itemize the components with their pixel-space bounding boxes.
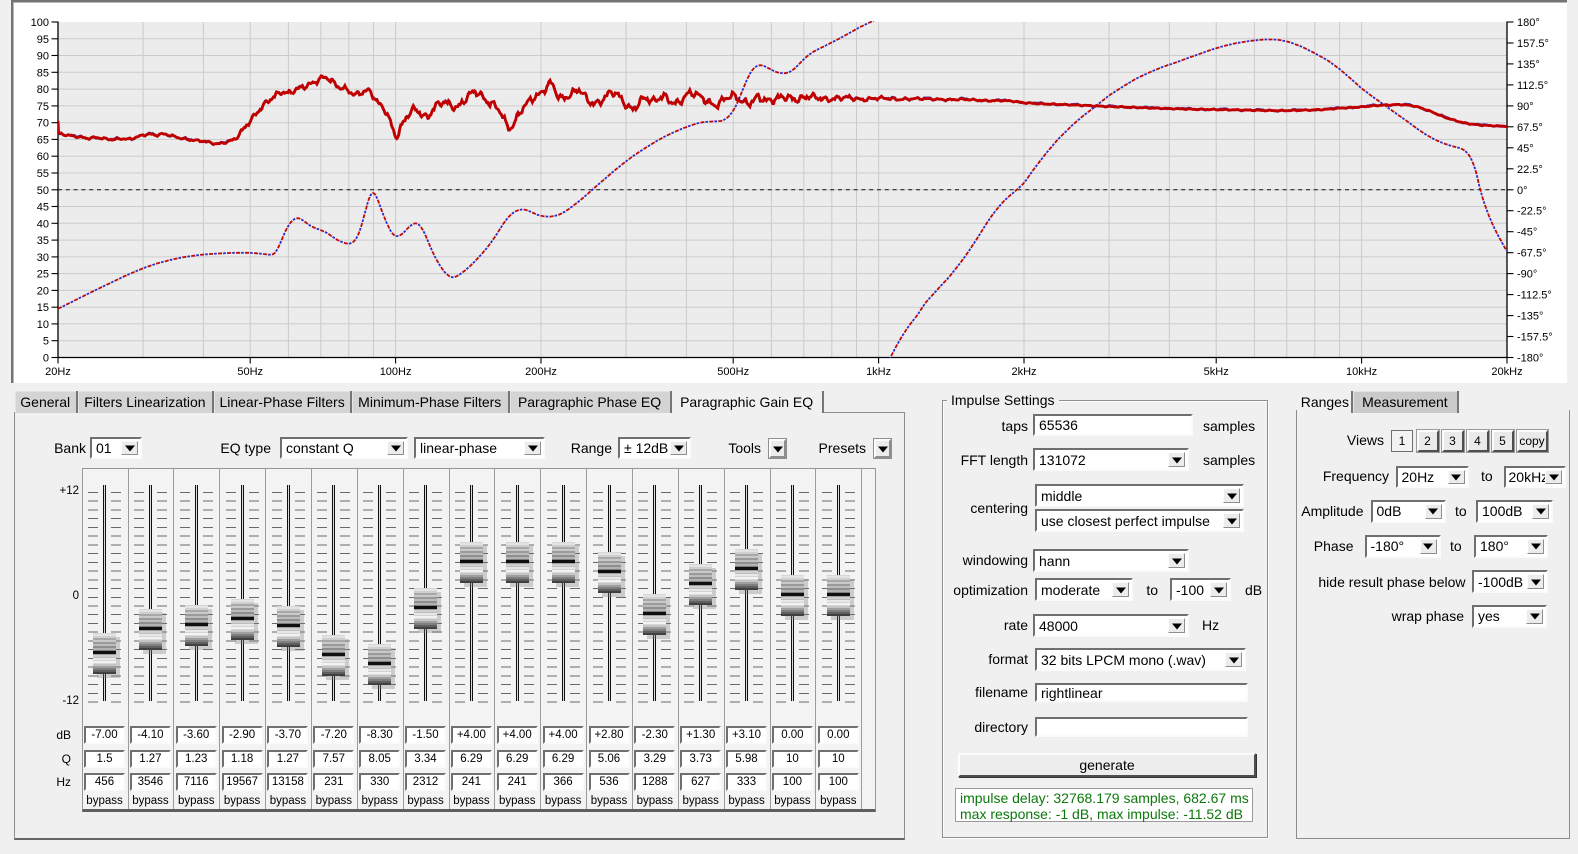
svg-text:-22.5°: -22.5° [1517,206,1546,218]
svg-text:35: 35 [37,235,49,247]
svg-text:15: 15 [37,302,49,314]
svg-text:112.5°: 112.5° [1517,80,1548,92]
svg-text:20kHz: 20kHz [1491,366,1522,378]
svg-text:200Hz: 200Hz [525,366,557,378]
svg-text:-45°: -45° [1517,227,1537,239]
svg-text:65: 65 [37,134,49,146]
svg-text:20Hz: 20Hz [45,366,71,378]
svg-text:45: 45 [37,202,49,214]
svg-text:30: 30 [37,252,49,264]
svg-text:10: 10 [37,319,49,331]
svg-text:5: 5 [43,336,49,348]
svg-text:67.5°: 67.5° [1517,122,1543,134]
svg-text:22.5°: 22.5° [1517,164,1543,176]
svg-text:2kHz: 2kHz [1011,366,1036,378]
svg-text:180°: 180° [1517,17,1540,29]
svg-text:75: 75 [37,101,49,113]
svg-text:80: 80 [37,84,49,96]
svg-text:40: 40 [37,218,49,230]
svg-text:10kHz: 10kHz [1346,366,1377,378]
svg-text:90: 90 [37,51,49,63]
svg-text:50Hz: 50Hz [237,366,263,378]
svg-text:135°: 135° [1517,59,1540,71]
svg-text:100Hz: 100Hz [380,366,412,378]
svg-text:60: 60 [37,151,49,163]
svg-text:-112.5°: -112.5° [1517,290,1552,302]
svg-text:157.5°: 157.5° [1517,38,1549,50]
svg-text:5kHz: 5kHz [1204,366,1229,378]
svg-text:-157.5°: -157.5° [1517,332,1553,344]
svg-text:85: 85 [37,67,49,79]
svg-text:500Hz: 500Hz [717,366,749,378]
svg-text:20: 20 [37,285,49,297]
svg-text:-135°: -135° [1517,311,1543,323]
svg-text:1kHz: 1kHz [866,366,891,378]
svg-text:-90°: -90° [1517,269,1537,281]
svg-text:55: 55 [37,168,49,180]
svg-text:-180°: -180° [1517,353,1543,365]
svg-text:0: 0 [43,353,49,365]
svg-text:50: 50 [37,185,49,197]
svg-text:100: 100 [31,17,49,29]
svg-text:45°: 45° [1517,143,1534,155]
svg-text:95: 95 [37,34,49,46]
svg-text:90°: 90° [1517,101,1534,113]
svg-text:-67.5°: -67.5° [1517,248,1546,260]
svg-text:70: 70 [37,118,49,130]
svg-text:0°: 0° [1517,185,1528,197]
svg-text:25: 25 [37,269,49,281]
